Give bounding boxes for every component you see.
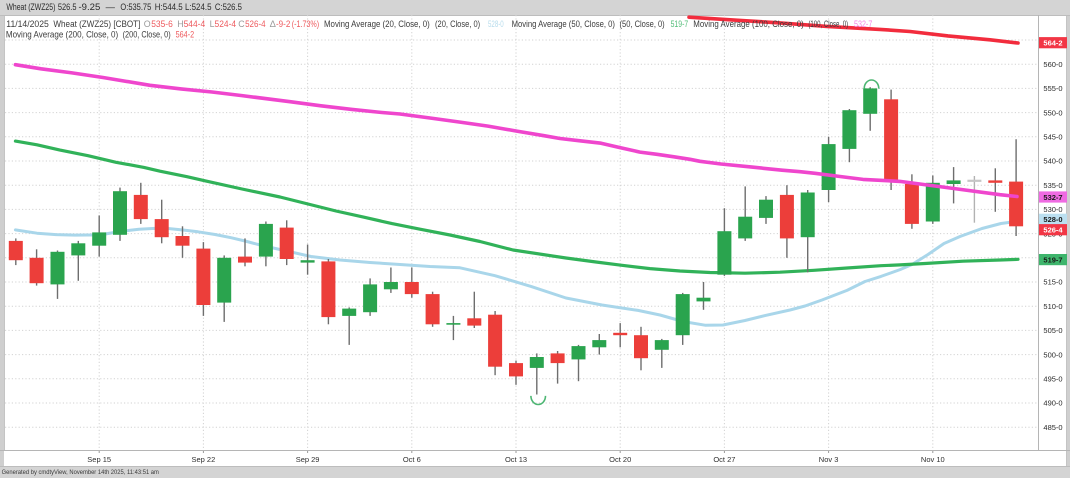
- svg-text:490-0: 490-0: [1043, 399, 1062, 408]
- svg-text:Nov 3: Nov 3: [819, 455, 839, 464]
- svg-text:560-0: 560-0: [1043, 60, 1062, 69]
- svg-text:L:524.5: L:524.5: [185, 2, 212, 12]
- svg-text:564-2: 564-2: [176, 29, 195, 39]
- svg-text:528-0: 528-0: [488, 19, 504, 29]
- svg-text:Moving Average (100, Close, 0): Moving Average (100, Close, 0): [693, 19, 804, 29]
- svg-text:Oct 13: Oct 13: [505, 455, 527, 464]
- svg-text:528-0: 528-0: [1043, 215, 1062, 224]
- svg-text:Oct 6: Oct 6: [403, 455, 421, 464]
- svg-text:Sep 29: Sep 29: [296, 455, 320, 464]
- svg-text:526-4: 526-4: [245, 19, 266, 29]
- svg-text:L: L: [210, 19, 215, 29]
- svg-text:Oct 20: Oct 20: [609, 455, 631, 464]
- svg-text:Moving Average (20, Close, 0): Moving Average (20, Close, 0): [324, 19, 430, 29]
- svg-text:505-0: 505-0: [1043, 326, 1062, 335]
- svg-text:545-0: 545-0: [1043, 133, 1062, 142]
- svg-text:(100, Close, 0): (100, Close, 0): [808, 19, 848, 29]
- svg-text:500-0: 500-0: [1043, 350, 1062, 359]
- svg-text:Δ: Δ: [270, 19, 276, 29]
- svg-text:485-0: 485-0: [1043, 423, 1062, 432]
- svg-text:495-0: 495-0: [1043, 375, 1062, 384]
- svg-text:544-4: 544-4: [184, 19, 206, 29]
- svg-text:Generated by cmdtyView, Novemb: Generated by cmdtyView, November 14th 20…: [2, 469, 159, 476]
- svg-text:(50, Close, 0): (50, Close, 0): [620, 19, 665, 29]
- svg-text:Nov 10: Nov 10: [921, 455, 945, 464]
- svg-text:—: —: [106, 2, 115, 12]
- svg-text:550-0: 550-0: [1043, 108, 1062, 117]
- svg-text:519-7: 519-7: [1043, 255, 1062, 264]
- svg-text:(20, Close, 0): (20, Close, 0): [435, 19, 480, 29]
- svg-text:564-2: 564-2: [1043, 39, 1062, 48]
- svg-text:Wheat (ZWZ25) [CBOT]: Wheat (ZWZ25) [CBOT]: [53, 19, 140, 29]
- svg-text:535-0: 535-0: [1043, 181, 1062, 190]
- svg-text:532-7: 532-7: [1043, 193, 1062, 202]
- svg-text:(200, Close, 0): (200, Close, 0): [123, 29, 171, 39]
- svg-text:Sep 15: Sep 15: [87, 455, 111, 464]
- svg-text:Moving Average (200, Close, 0): Moving Average (200, Close, 0): [6, 29, 118, 39]
- svg-text:Oct 27: Oct 27: [713, 455, 735, 464]
- svg-text:524-4: 524-4: [215, 19, 237, 29]
- svg-text:530-0: 530-0: [1043, 205, 1062, 214]
- svg-text:519-7: 519-7: [671, 19, 689, 29]
- svg-text:532-7: 532-7: [854, 19, 872, 29]
- svg-text:C: C: [238, 19, 245, 29]
- svg-text:11/14/2025: 11/14/2025: [6, 19, 49, 29]
- svg-text:535-6: 535-6: [151, 19, 173, 29]
- svg-text:526-4: 526-4: [1043, 226, 1063, 235]
- svg-text:(-1.73%): (-1.73%): [292, 19, 320, 29]
- svg-text:Sep 22: Sep 22: [192, 455, 216, 464]
- svg-text:515-0: 515-0: [1043, 278, 1062, 287]
- svg-text:Wheat (ZWZ25): Wheat (ZWZ25): [6, 2, 55, 12]
- svg-text:O:535.75: O:535.75: [120, 2, 151, 12]
- svg-text:-9.25: -9.25: [79, 2, 101, 12]
- svg-text:H: H: [177, 19, 183, 29]
- svg-text:555-0: 555-0: [1043, 84, 1062, 93]
- svg-text:O: O: [144, 19, 151, 29]
- svg-text:510-0: 510-0: [1043, 302, 1062, 311]
- svg-text:526.5: 526.5: [58, 2, 77, 12]
- svg-text:Moving Average (50, Close, 0): Moving Average (50, Close, 0): [512, 19, 615, 29]
- svg-text:540-0: 540-0: [1043, 157, 1062, 166]
- svg-text:H:544.5: H:544.5: [155, 2, 183, 12]
- svg-text:C:526.5: C:526.5: [215, 2, 242, 12]
- svg-text:-9-2: -9-2: [276, 19, 290, 29]
